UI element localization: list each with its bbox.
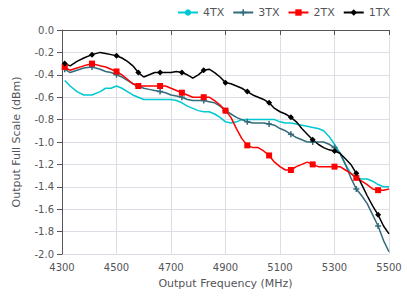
svg-text:-0.2: -0.2 — [34, 47, 54, 58]
svg-text:-1.6: -1.6 — [34, 204, 54, 215]
svg-text:Output Full Scale (dBm): Output Full Scale (dBm) — [10, 77, 23, 208]
svg-text:5100: 5100 — [267, 262, 292, 273]
svg-text:1TX: 1TX — [369, 6, 391, 19]
svg-text:4500: 4500 — [104, 262, 129, 273]
svg-text:-1.2: -1.2 — [34, 159, 54, 170]
svg-text:-0.4: -0.4 — [34, 69, 54, 80]
svg-text:2TX: 2TX — [313, 6, 335, 19]
svg-text:-1.4: -1.4 — [34, 181, 54, 192]
svg-text:0.0: 0.0 — [38, 25, 54, 36]
svg-text:-0.6: -0.6 — [34, 92, 54, 103]
svg-text:4300: 4300 — [49, 262, 74, 273]
svg-text:4900: 4900 — [213, 262, 238, 273]
svg-text:5300: 5300 — [322, 262, 347, 273]
svg-text:-0.8: -0.8 — [34, 114, 54, 125]
svg-text:-1.0: -1.0 — [34, 137, 54, 148]
svg-text:4TX: 4TX — [203, 6, 225, 19]
svg-text:Output Frequency (MHz): Output Frequency (MHz) — [158, 277, 292, 290]
svg-text:5500: 5500 — [376, 262, 401, 273]
svg-text:-2.0: -2.0 — [34, 249, 54, 260]
svg-text:4700: 4700 — [158, 262, 183, 273]
svg-text:-1.8: -1.8 — [34, 226, 54, 237]
svg-text:3TX: 3TX — [258, 6, 280, 19]
